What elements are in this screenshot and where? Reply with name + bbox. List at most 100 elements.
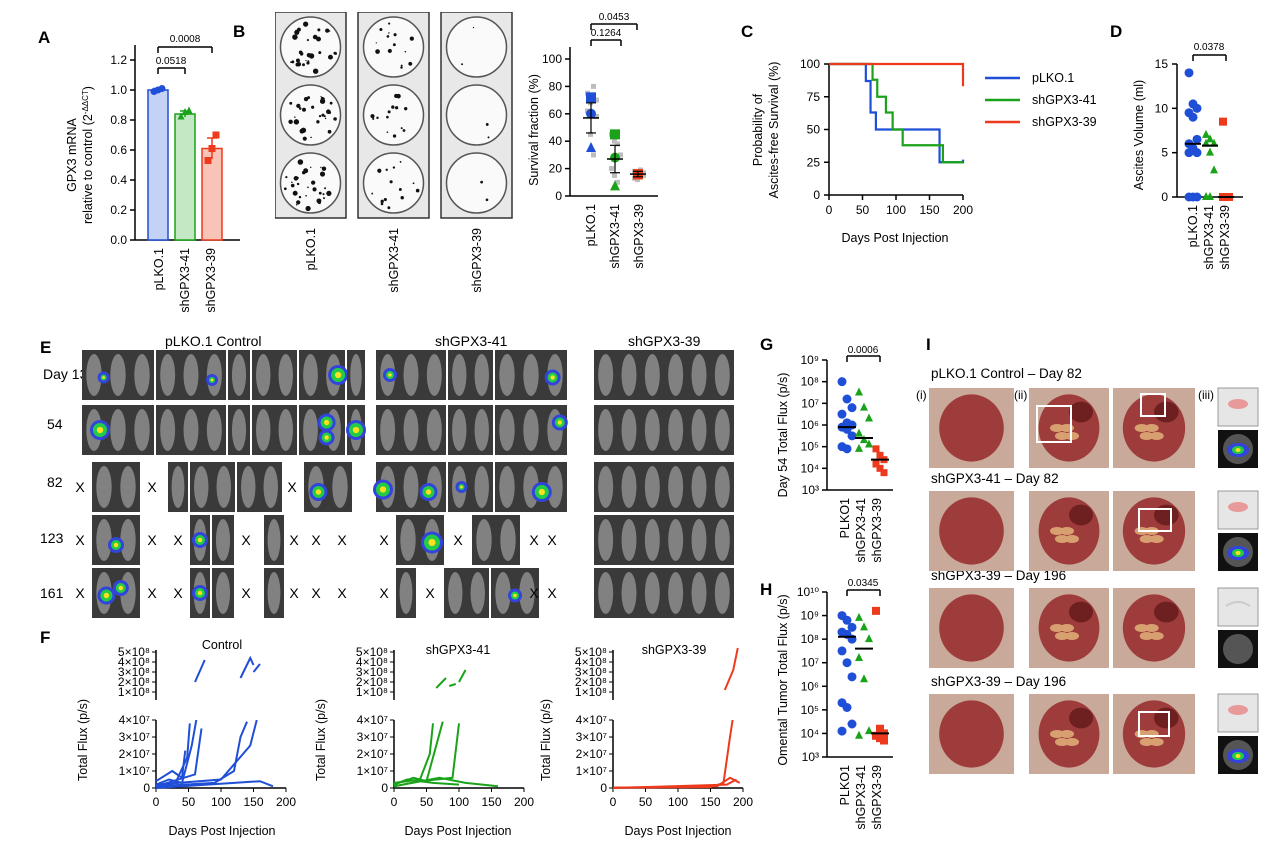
colony bbox=[480, 180, 484, 184]
f-xtick-label: 50 bbox=[639, 795, 653, 809]
panel-a-group-2: shGPX3-41 bbox=[178, 248, 192, 313]
intestine bbox=[1050, 730, 1064, 738]
colony bbox=[376, 116, 379, 120]
colony bbox=[323, 115, 326, 118]
colony bbox=[307, 186, 309, 189]
mouse-silhouette bbox=[96, 519, 112, 561]
plate-column-shgpx3-41 bbox=[357, 12, 430, 219]
legend-shgpx3-39: shGPX3-39 bbox=[1032, 115, 1097, 129]
panel-f-title-3: shGPX3-39 bbox=[642, 643, 707, 657]
g-tick-label: 10³ bbox=[802, 483, 819, 497]
colony bbox=[380, 199, 384, 204]
h-point bbox=[860, 674, 868, 683]
mouse-silhouette bbox=[120, 466, 136, 508]
d-point bbox=[1192, 103, 1202, 113]
colony bbox=[325, 28, 330, 33]
zoom-box bbox=[1138, 508, 1172, 532]
mouse-silhouette bbox=[547, 466, 563, 508]
panel-f-ylabel-3: Total Flux (p/s) bbox=[539, 699, 553, 781]
signal-core bbox=[550, 375, 555, 380]
dish-photo bbox=[1217, 490, 1259, 530]
a-point bbox=[177, 112, 185, 120]
colony bbox=[400, 127, 403, 130]
c-xtick-label: 150 bbox=[919, 203, 939, 217]
intestine bbox=[1055, 432, 1069, 440]
panel-h-pval: 0.0345 bbox=[848, 578, 879, 589]
panel-h-label: H bbox=[760, 580, 773, 599]
h-tick-label: 10¹⁰ bbox=[797, 585, 819, 599]
mouse-silhouette bbox=[621, 354, 637, 396]
f-xtick-label: 100 bbox=[668, 795, 688, 809]
panel-b-chart: Survival fraction (%) 0 20 40 60 80 100 0.126… bbox=[527, 12, 658, 269]
panel-c-chart: Probability of Ascites-free Survival (%)… bbox=[751, 57, 1097, 245]
plate-label-2: shGPX3-41 bbox=[387, 228, 401, 293]
mouse-silhouette bbox=[621, 466, 637, 508]
ivis-image bbox=[594, 515, 734, 565]
panel-b-pval-2: 0.0453 bbox=[599, 12, 630, 23]
f-xtick-label: 100 bbox=[449, 795, 469, 809]
deceased-mark: X bbox=[529, 532, 539, 548]
panel-f-chart: Control shGPX3-41 shGPX3-39 Total Flux (… bbox=[76, 638, 753, 838]
a-tick-label: 0.6 bbox=[110, 143, 127, 157]
omental-tumor bbox=[1228, 502, 1248, 512]
colony bbox=[472, 26, 475, 29]
panel-f-xlabel-1: Days Post Injection bbox=[169, 824, 276, 838]
b-tick-label: 0 bbox=[555, 189, 562, 203]
colony bbox=[400, 196, 404, 200]
zoom-box bbox=[1140, 393, 1166, 417]
h-tick-label: 10⁷ bbox=[801, 656, 819, 670]
b-replicate bbox=[609, 166, 614, 172]
c-ytick-label: 75 bbox=[807, 90, 821, 104]
panel-b-group-2: shGPX3-41 bbox=[608, 204, 622, 269]
intestine bbox=[1050, 424, 1064, 432]
intestine bbox=[1060, 624, 1074, 632]
mouse-silhouette bbox=[215, 519, 231, 561]
h-point bbox=[860, 622, 868, 631]
mouse-silhouette bbox=[110, 354, 126, 396]
bli-signal bbox=[1235, 448, 1241, 452]
panel-b-group-3: shGPX3-39 bbox=[632, 204, 646, 269]
mouse-silhouette bbox=[134, 354, 150, 396]
colony bbox=[326, 190, 332, 196]
c-km-curve-shGPX3-39 bbox=[829, 62, 965, 87]
mouse-silhouette bbox=[231, 409, 247, 451]
f-trace bbox=[155, 780, 274, 789]
liver bbox=[1154, 707, 1179, 729]
g-tick-label: 10⁴ bbox=[800, 461, 819, 475]
panel-e-imaging: X X XX X X X X X XX X X X X X XX X X XX X X X bbox=[75, 350, 734, 618]
panel-e-group-2: shGPX3-41 bbox=[435, 333, 508, 349]
mouse-silhouette bbox=[691, 354, 707, 396]
intestine bbox=[1149, 738, 1164, 746]
mouse-silhouette bbox=[691, 519, 707, 561]
colony bbox=[291, 181, 293, 184]
f-trace-top bbox=[458, 669, 467, 683]
signal-core bbox=[388, 373, 392, 377]
colony bbox=[377, 168, 382, 173]
colony bbox=[328, 54, 333, 60]
d-point bbox=[1206, 147, 1214, 156]
d-tick-label: 5 bbox=[1161, 146, 1168, 160]
deceased-mark: X bbox=[75, 532, 85, 548]
ivis-image bbox=[594, 568, 734, 618]
panel-e-day-1: Day 13 bbox=[43, 366, 88, 382]
mouse-silhouette bbox=[278, 409, 293, 451]
mouse-silhouette bbox=[644, 409, 660, 451]
omentum bbox=[1225, 601, 1251, 607]
f-tick-label: 3×10⁸ bbox=[118, 665, 150, 679]
d-point bbox=[1219, 117, 1227, 126]
colony bbox=[396, 93, 401, 99]
g-point bbox=[842, 444, 852, 454]
h-tick-label: 10⁹ bbox=[801, 609, 820, 623]
colony bbox=[386, 131, 389, 133]
intestine bbox=[1149, 632, 1164, 640]
intestine bbox=[1060, 527, 1074, 535]
c-ytick-label: 50 bbox=[807, 123, 821, 137]
colony bbox=[305, 59, 307, 62]
signal-core bbox=[96, 426, 104, 434]
h-tick-label: 10⁴ bbox=[800, 726, 819, 740]
f-tick-label: 2×10⁸ bbox=[356, 675, 388, 689]
panel-d-pval: 0.0378 bbox=[1194, 42, 1225, 53]
f-xtick-label: 0 bbox=[391, 795, 398, 809]
f-xtick-label: 50 bbox=[420, 795, 434, 809]
abdominal-cavity bbox=[939, 497, 1004, 565]
